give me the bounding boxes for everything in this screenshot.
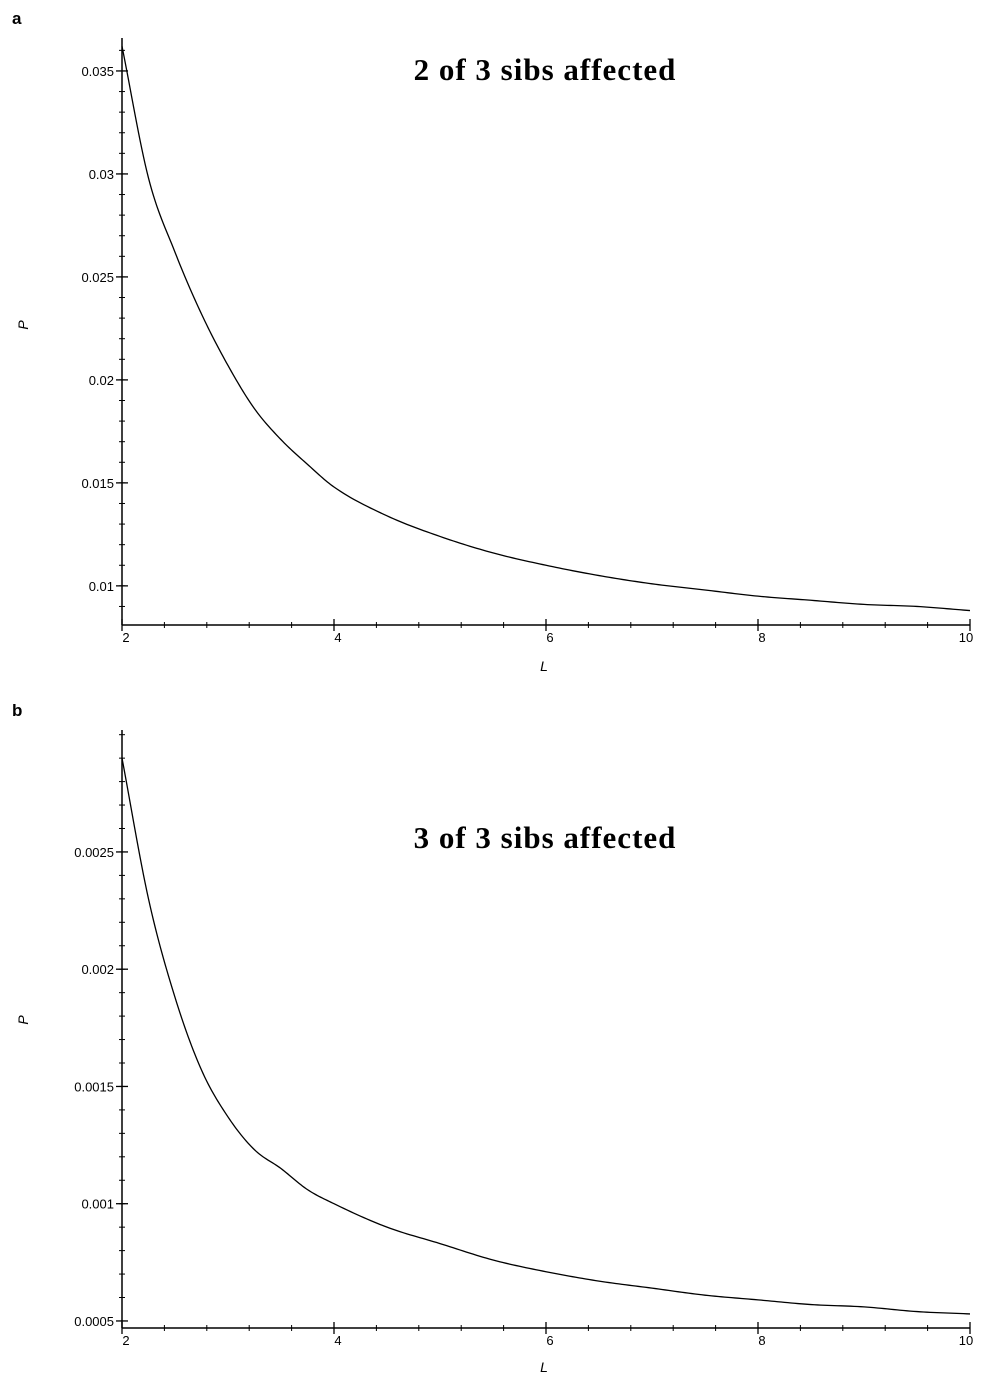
x-tick-label-b: 8 <box>758 1333 765 1348</box>
x-tick-label-b: 10 <box>959 1333 973 1348</box>
y-tick-label-a: 0.02 <box>89 373 114 388</box>
y-tick-label-a: 0.015 <box>81 476 114 491</box>
y-tick-label-a: 0.01 <box>89 579 114 594</box>
chart-panel-a: a 2 of 3 sibs affected P L 0.01 0.015 0.02… <box>12 9 973 674</box>
chart-title-a: 2 of 3 sibs affected <box>414 52 677 87</box>
panel-letter-a: a <box>12 9 22 28</box>
y-tick-label-b: 0.002 <box>81 962 114 977</box>
x-tick-label-b: 4 <box>334 1333 341 1348</box>
y-axis-label-a: P <box>15 320 31 330</box>
y-tick-label-a: 0.025 <box>81 270 114 285</box>
y-tick-label-b: 0.0015 <box>74 1079 114 1094</box>
data-line-b <box>121 758 971 1315</box>
x-tick-label-a: 6 <box>546 630 553 645</box>
x-tick-label-a: 2 <box>122 630 129 645</box>
x-axis-label-b: L <box>540 1359 548 1375</box>
panel-letter-b: b <box>12 701 22 720</box>
chart-panel-b: b 3 of 3 sibs affected P L 0.00050.0010.… <box>12 701 973 1375</box>
tick-group-a: 0.01 0.015 0.02 0.025 0.03 0.035 2 4 6 8 10 <box>81 49 973 645</box>
x-axis-label-a: L <box>540 658 548 674</box>
x-tick-label-b: 2 <box>122 1333 129 1348</box>
x-tick-label-a: 4 <box>334 630 341 645</box>
x-tick-label-b: 6 <box>546 1333 553 1348</box>
y-tick-label-b: 0.0025 <box>74 845 114 860</box>
y-tick-label-b: 0.0005 <box>74 1314 114 1329</box>
y-axis-label-b: P <box>15 1015 31 1025</box>
data-line-a <box>121 46 971 612</box>
x-tick-label-a: 8 <box>758 630 765 645</box>
chart-title-b: 3 of 3 sibs affected <box>414 820 677 855</box>
axes-a <box>121 38 970 626</box>
x-tick-label-a: 10 <box>959 630 973 645</box>
y-tick-label-b: 0.001 <box>81 1197 114 1212</box>
y-tick-label-a: 0.035 <box>81 64 114 79</box>
tick-group-b: 0.0005 0.001 0.0015 0.002 0.0025 2 4 6 8 10 <box>74 734 973 1348</box>
y-tick-label-a: 0.03 <box>89 167 114 182</box>
